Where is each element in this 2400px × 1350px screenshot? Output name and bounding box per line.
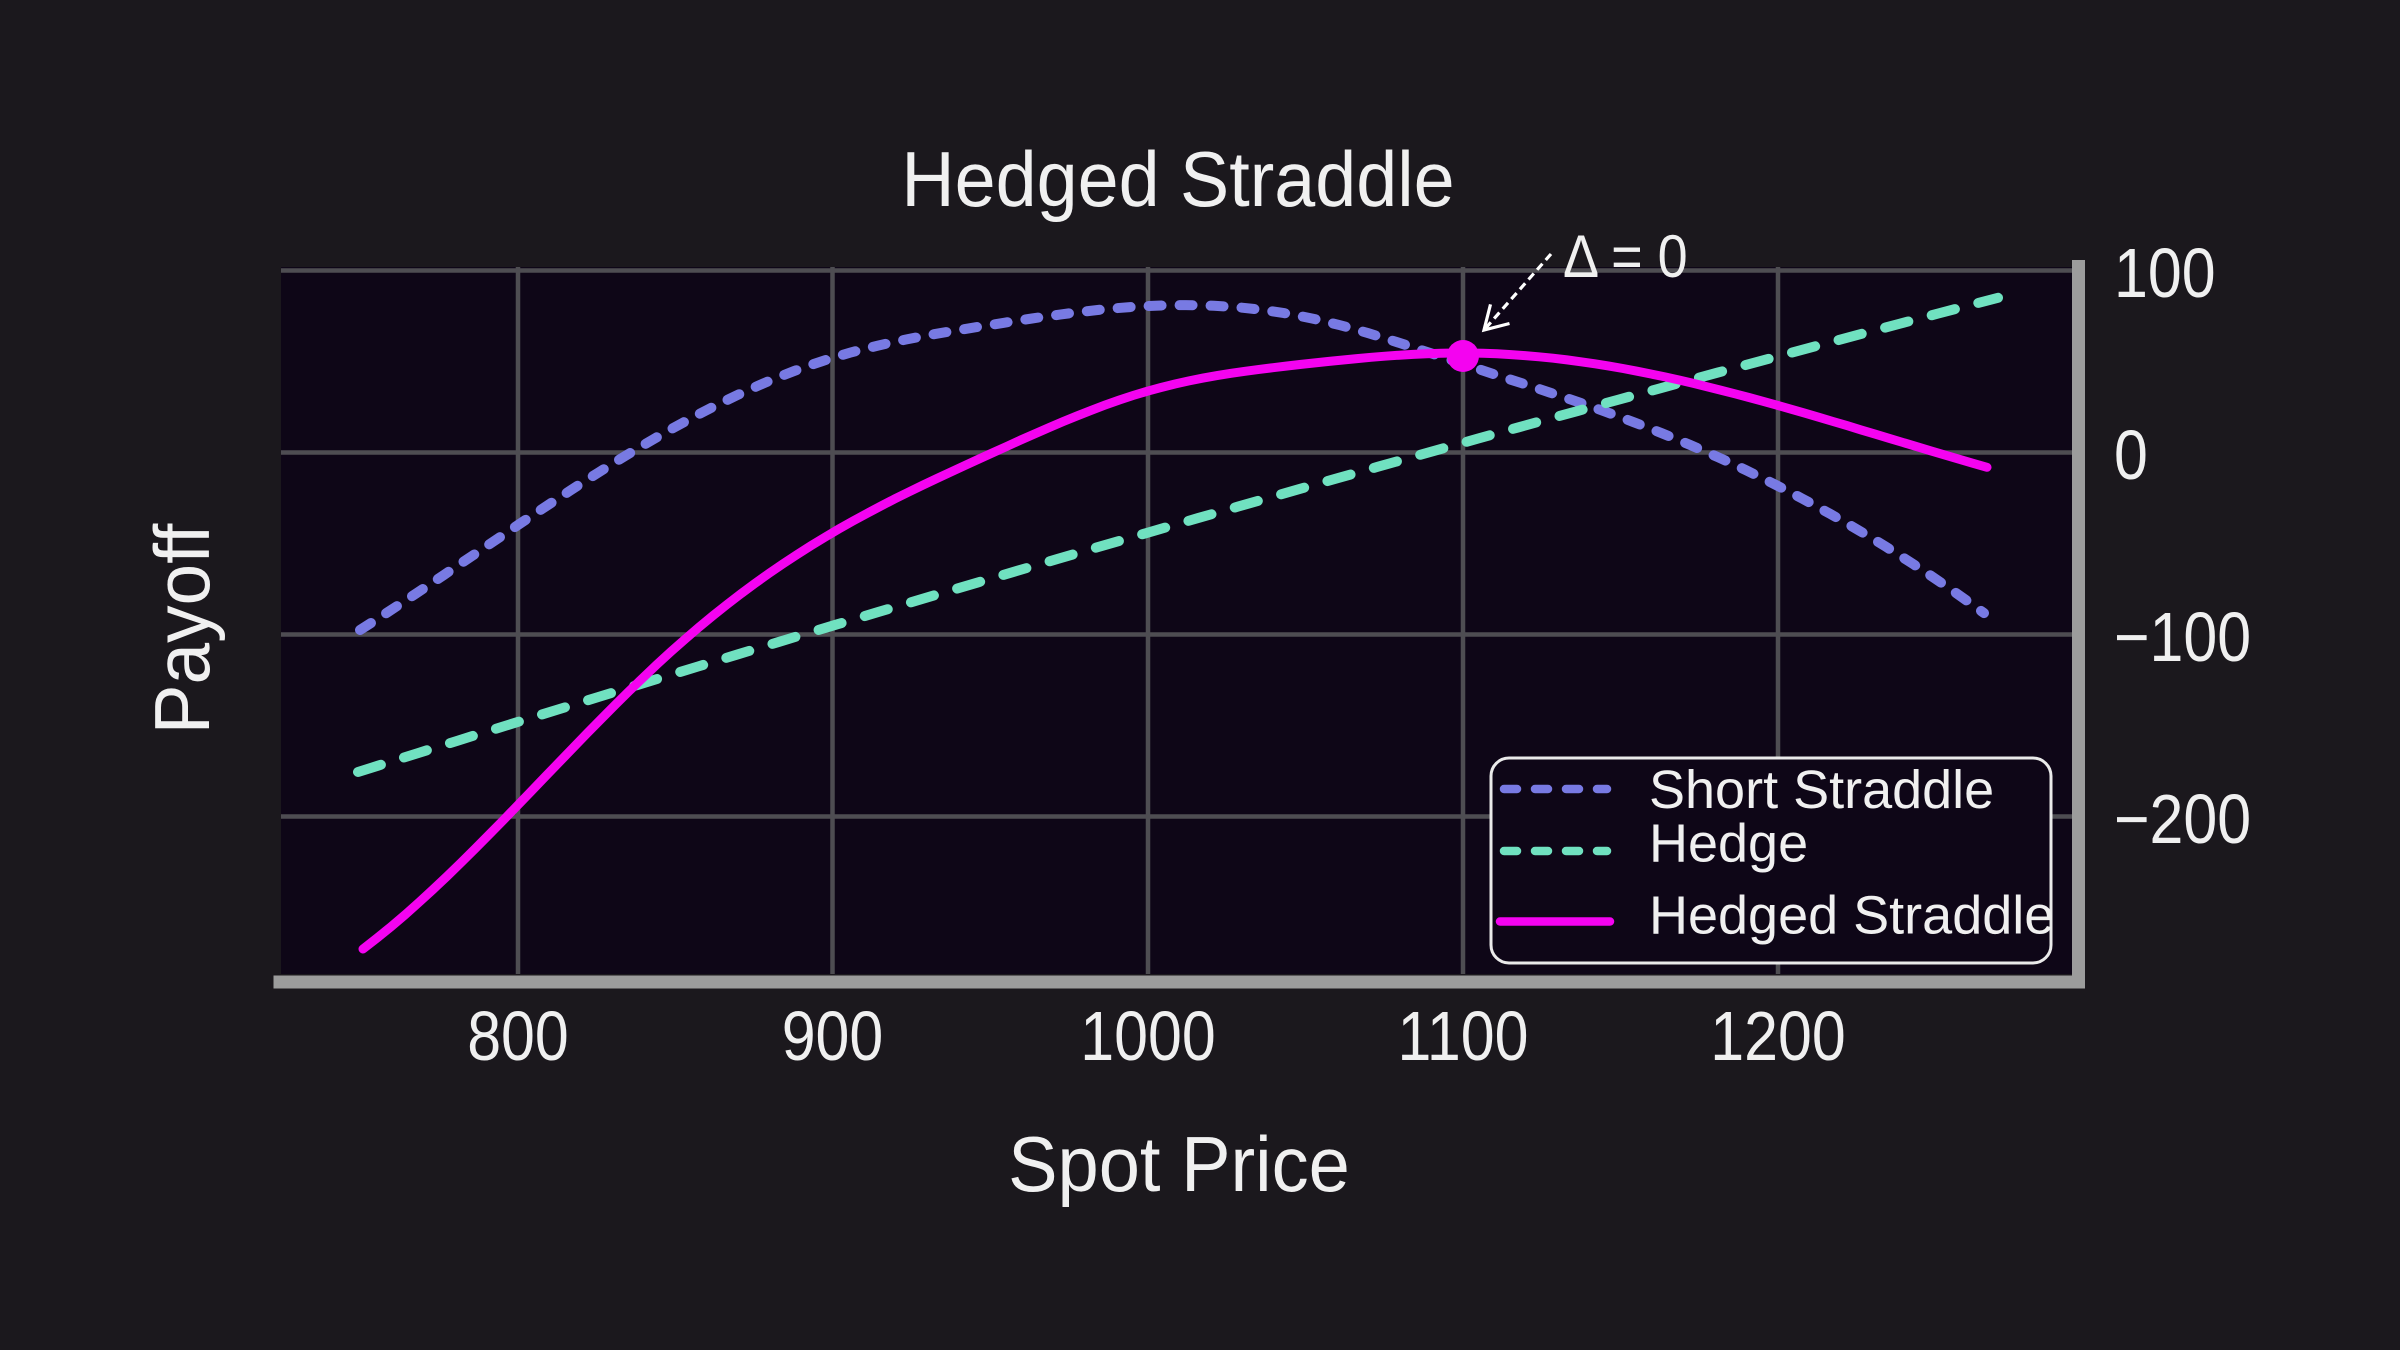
svg-text:Payoff: Payoff bbox=[140, 523, 227, 735]
svg-text:0: 0 bbox=[2114, 416, 2148, 494]
svg-text:Hedge: Hedge bbox=[1649, 814, 1808, 874]
svg-text:1100: 1100 bbox=[1398, 997, 1529, 1075]
svg-text:100: 100 bbox=[2114, 234, 2216, 312]
svg-text:800: 800 bbox=[467, 997, 569, 1075]
svg-text:1200: 1200 bbox=[1710, 997, 1845, 1075]
svg-text:Δ = 0: Δ = 0 bbox=[1563, 223, 1688, 290]
svg-text:−100: −100 bbox=[2114, 598, 2251, 676]
svg-text:Short Straddle: Short Straddle bbox=[1649, 760, 1994, 820]
svg-text:Hedged Straddle: Hedged Straddle bbox=[1649, 886, 2054, 946]
svg-text:Spot Price: Spot Price bbox=[1008, 1121, 1350, 1208]
svg-text:−200: −200 bbox=[2114, 780, 2251, 858]
svg-text:1000: 1000 bbox=[1080, 997, 1215, 1075]
svg-text:Hedged Straddle: Hedged Straddle bbox=[901, 136, 1454, 223]
svg-text:900: 900 bbox=[782, 997, 884, 1075]
